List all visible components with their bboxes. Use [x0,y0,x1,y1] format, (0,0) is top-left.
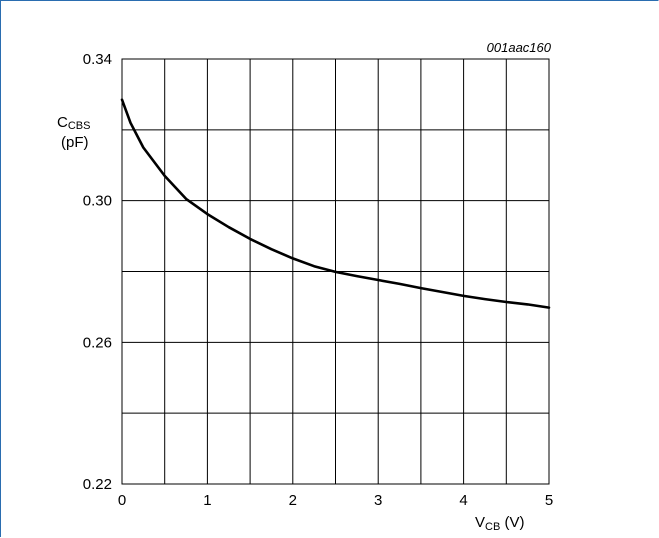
series-line [120,98,551,309]
y-tick-label: 0.26 [83,334,112,351]
x-tick-label: 2 [289,492,297,509]
y-tick-label: 0.22 [83,476,112,493]
x-axis-label-unit: (V) [500,514,524,531]
y-tick-labels: 0.22 0.26 0.30 0.34 [83,51,112,493]
y-axis-label-sub: CBS [68,120,91,132]
y-tick-label: 0.30 [83,193,112,210]
x-tick-labels: 0 1 2 3 4 5 [118,492,553,509]
series-layer [120,98,551,309]
figure-id: 001aac160 [487,40,552,55]
y-axis-label: CCBS [57,114,90,132]
x-tick-label: 0 [118,492,126,509]
x-tick-label: 3 [374,492,382,509]
y-axis-unit: (pF) [61,134,89,151]
x-tick-label: 5 [545,492,553,509]
x-axis-label-main: V [475,514,485,531]
x-tick-label: 4 [459,492,467,509]
plot-border [121,58,550,485]
x-tick-label: 1 [203,492,211,509]
x-axis-label-sub: CB [485,521,500,533]
x-axis-label: VCB (V) [475,514,524,533]
y-axis-label-main: C [57,114,68,131]
y-tick-label: 0.34 [83,51,112,68]
